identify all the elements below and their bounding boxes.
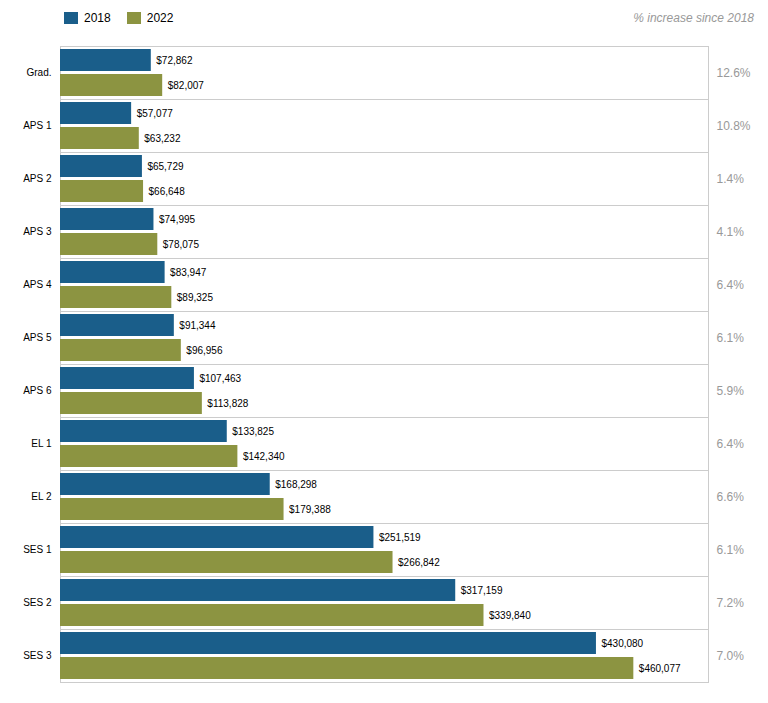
svg-text:APS 3: APS 3: [23, 226, 52, 237]
svg-text:SES 2: SES 2: [23, 597, 52, 608]
svg-text:$317,159: $317,159: [461, 585, 503, 596]
svg-text:6.4%: 6.4%: [717, 437, 745, 451]
svg-text:5.9%: 5.9%: [717, 384, 745, 398]
html-text:% increase since 2018: % increase since 2018: [633, 11, 754, 25]
svg-text:$107,463: $107,463: [199, 373, 241, 384]
svg-text:$460,077: $460,077: [639, 663, 681, 674]
svg-text:$430,080: $430,080: [601, 638, 643, 649]
svg-text:$113,828: $113,828: [207, 398, 248, 409]
svg-text:APS 4: APS 4: [23, 279, 52, 290]
svg-text:4.1%: 4.1%: [717, 225, 745, 239]
svg-text:SES 3: SES 3: [23, 650, 52, 661]
svg-text:$57,077: $57,077: [137, 108, 174, 119]
svg-text:APS 5: APS 5: [23, 332, 52, 343]
svg-text:$89,325: $89,325: [177, 292, 214, 303]
svg-text:6.4%: 6.4%: [717, 278, 745, 292]
svg-text:APS 1: APS 1: [23, 120, 52, 131]
svg-text:$66,648: $66,648: [149, 186, 186, 197]
svg-text:$72,862: $72,862: [156, 55, 193, 66]
svg-text:$74,995: $74,995: [159, 214, 196, 225]
svg-text:$65,729: $65,729: [147, 161, 184, 172]
svg-text:$82,007: $82,007: [168, 80, 205, 91]
svg-text:$96,956: $96,956: [186, 345, 223, 356]
svg-text:APS 6: APS 6: [23, 385, 52, 396]
svg-text:$133,825: $133,825: [232, 426, 274, 437]
svg-text:EL 2: EL 2: [31, 491, 52, 502]
svg-text:APS 2: APS 2: [23, 173, 52, 184]
svg-text:$251,519: $251,519: [379, 532, 421, 543]
svg-text:12.6%: 12.6%: [717, 66, 751, 80]
svg-text:Grad.: Grad.: [26, 67, 51, 78]
svg-text:7.0%: 7.0%: [717, 649, 745, 663]
svg-text:$168,298: $168,298: [275, 479, 317, 490]
html-text:2022: 2022: [146, 11, 174, 25]
svg-text:1.4%: 1.4%: [717, 172, 745, 186]
svg-text:6.6%: 6.6%: [717, 490, 745, 504]
svg-text:$78,075: $78,075: [163, 239, 200, 250]
svg-text:$266,842: $266,842: [398, 557, 440, 568]
svg-text:7.2%: 7.2%: [717, 596, 745, 610]
svg-text:10.8%: 10.8%: [717, 119, 751, 133]
svg-text:$339,840: $339,840: [489, 610, 531, 621]
svg-text:$179,388: $179,388: [289, 504, 331, 515]
svg-text:6.1%: 6.1%: [717, 543, 745, 557]
svg-text:$91,344: $91,344: [179, 320, 216, 331]
svg-text:$63,232: $63,232: [144, 133, 181, 144]
svg-text:EL 1: EL 1: [31, 438, 52, 449]
html-text:2018: 2018: [84, 11, 111, 25]
svg-text:$142,340: $142,340: [243, 451, 285, 462]
svg-text:SES 1: SES 1: [23, 544, 52, 555]
svg-text:$83,947: $83,947: [170, 267, 207, 278]
svg-text:6.1%: 6.1%: [717, 331, 745, 345]
